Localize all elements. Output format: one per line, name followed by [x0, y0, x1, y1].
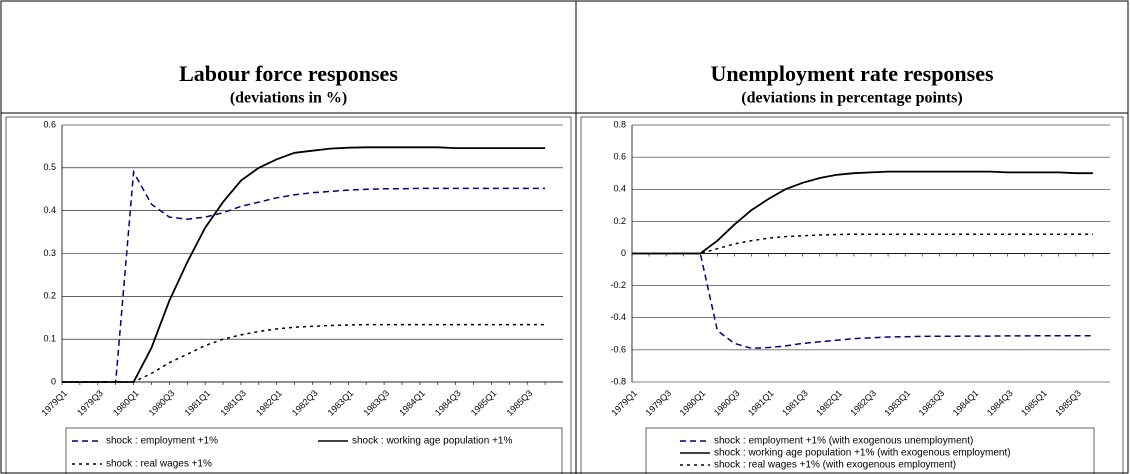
y-tick-label: -0.4: [610, 312, 626, 322]
x-tick-label: 1982Q3: [848, 388, 878, 418]
legend: shock : employment +1% shock : working ag…: [65, 427, 563, 474]
legend-box: [645, 427, 1095, 474]
legend: shock : employment +1% (with exogenous u…: [645, 427, 1095, 474]
legend-label: shock : employment +1%: [106, 436, 218, 447]
chart-title: Labour force responses: [179, 61, 398, 86]
y-tick-label: 0: [621, 248, 626, 258]
x-tick-label: 1980Q1: [111, 388, 141, 418]
x-tick-label: 1981Q1: [746, 388, 776, 418]
y-tick-label: -0.8: [610, 376, 626, 386]
y-tick-label: 0.4: [613, 184, 626, 194]
legend-label: shock : real wages +1%: [106, 459, 212, 470]
x-tick-label: 1981Q3: [218, 388, 248, 418]
legend-label: shock : employment +1% (with exogenous u…: [714, 436, 973, 447]
x-tick-label: 1981Q1: [183, 388, 213, 418]
y-tick-label: 0.6: [613, 152, 626, 162]
series-line: [62, 146, 546, 383]
x-tick-label: 1985Q3: [505, 388, 535, 418]
x-tick-label: 1979Q1: [609, 388, 639, 418]
x-tick-label: 1983Q3: [361, 388, 391, 418]
series-line: [62, 169, 546, 383]
y-tick-label: 0.3: [43, 248, 56, 258]
x-tick-label: 1984Q3: [985, 388, 1015, 418]
x-tick-label: 1983Q3: [917, 388, 947, 418]
legend-label: shock : working age population +1% (with…: [714, 448, 1011, 459]
x-tick-label: 1981Q3: [780, 388, 810, 418]
x-tick-label: 1982Q1: [254, 388, 284, 418]
y-tick-label: 0.1: [43, 334, 56, 344]
x-tick-label: 1983Q1: [326, 388, 356, 418]
chart-frame: [5, 116, 572, 474]
x-tick-label: 1984Q1: [951, 388, 981, 418]
series-line: [632, 170, 1093, 255]
series-line: [632, 252, 1093, 350]
y-tick-label: 0.2: [43, 291, 56, 301]
y-tick-label: 0.5: [43, 162, 56, 172]
chart-subtitle: (deviations in %): [230, 90, 347, 107]
x-tick-label: 1984Q3: [433, 388, 463, 418]
x-tick-label: 1985Q3: [1053, 388, 1083, 418]
x-tick-label: 1985Q1: [1019, 388, 1049, 418]
x-tick-label: 1979Q1: [39, 388, 69, 418]
x-tick-label: 1982Q3: [290, 388, 320, 418]
y-tick-label: 0: [51, 376, 56, 386]
x-tick-label: 1985Q1: [469, 388, 499, 418]
series-line: [632, 233, 1093, 255]
y-tick-label: 0.8: [613, 119, 626, 129]
legend-label: shock : real wages +1% (with exogenous e…: [714, 460, 956, 471]
series-line: [62, 323, 546, 383]
legend-box: [65, 427, 563, 474]
x-tick-label: 1983Q1: [883, 388, 913, 418]
chart-title: Unemployment rate responses: [710, 61, 994, 86]
x-tick-label: 1979Q3: [644, 388, 674, 418]
y-tick-label: -0.6: [610, 344, 626, 354]
x-tick-label: 1980Q3: [712, 388, 742, 418]
y-tick-label: 0.2: [613, 216, 626, 226]
chart-frame: [580, 116, 1124, 474]
x-tick-label: 1980Q1: [678, 388, 708, 418]
legend-label: shock : working age population +1%: [352, 436, 512, 447]
y-tick-label: -0.2: [610, 280, 626, 290]
y-tick-label: 0.4: [43, 205, 56, 215]
chart-subtitle: (deviations in percentage points): [741, 90, 962, 107]
y-tick-label: 0.6: [43, 119, 56, 129]
x-tick-label: 1984Q1: [397, 388, 427, 418]
x-tick-label: 1980Q3: [147, 388, 177, 418]
x-tick-label: 1979Q3: [75, 388, 105, 418]
x-tick-label: 1982Q1: [814, 388, 844, 418]
